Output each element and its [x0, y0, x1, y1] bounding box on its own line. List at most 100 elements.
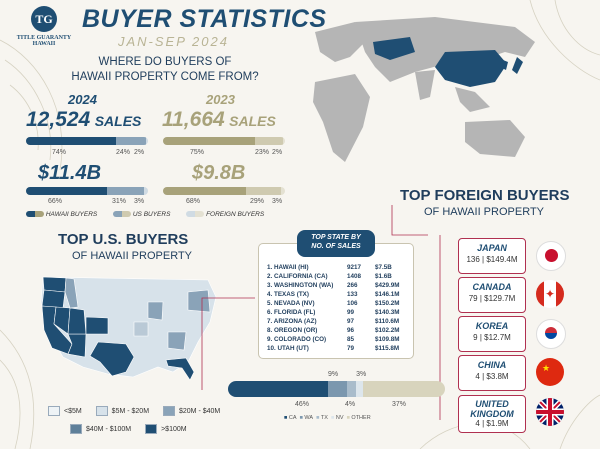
table-row: 1. HAWAII (HI) 9217 $7.5B — [267, 264, 392, 271]
logo: TG TITLE GUARANTY HAWAII — [14, 6, 74, 47]
bar-seg-hawaii — [26, 137, 117, 145]
share-pct-nv: 3% — [356, 371, 367, 378]
legend-us: US BUYERS — [132, 211, 171, 218]
share-legend-ca: CA — [288, 415, 297, 421]
japan-flag-icon — [536, 241, 566, 271]
state-fl — [165, 357, 195, 381]
legend-swatch — [162, 406, 175, 416]
bar-seg-us — [116, 137, 146, 145]
pct: 68% — [186, 198, 201, 205]
state-ut — [67, 307, 87, 335]
russia-shape — [373, 37, 415, 60]
map-legend-item: $5M - $20M — [111, 407, 150, 415]
buyer-legend: HAWAII BUYERS US BUYERS FOREIGN BUYERS — [26, 211, 264, 218]
share-seg-tx — [347, 381, 356, 397]
question-line-1: WHERE DO BUYERS OF — [98, 56, 232, 68]
share-seg-nv — [356, 381, 363, 397]
legend-swatch-hawaii — [26, 211, 44, 218]
canada-flag-icon: ✦ — [536, 280, 564, 308]
value-2023-bar — [163, 187, 285, 195]
share-pct-ca: 46% — [295, 401, 310, 408]
legend-hawaii: HAWAII BUYERS — [45, 211, 98, 218]
country-value: 136 | $149.4M — [466, 255, 518, 264]
connector-lines-us — [201, 297, 255, 390]
pct: 3% — [134, 198, 145, 205]
china-shape — [435, 50, 507, 87]
share-seg-other — [362, 381, 445, 397]
country-name: KOREA — [475, 321, 509, 331]
us-subtitle: OF HAWAII PROPERTY — [72, 250, 192, 262]
bar-seg-us — [254, 137, 283, 145]
pct: 66% — [48, 198, 63, 205]
foreign-subtitle: OF HAWAII PROPERTY — [424, 206, 544, 218]
uk-flag-icon — [536, 398, 564, 426]
question-line-2: HAWAII PROPERTY COME FROM? — [71, 71, 259, 83]
table-row: 2. CALIFORNIA (CA) 1408 $1.6B — [267, 273, 392, 280]
pct: 2% — [272, 149, 283, 156]
bar-seg-hawaii — [163, 187, 246, 195]
share-legend: ■ CA ■ WA ■ TX ■ NV ■ OTHER — [284, 415, 371, 421]
table-row: 4. TEXAS (TX) 133 $146.1M — [267, 291, 400, 298]
share-pct-wa: 9% — [328, 371, 339, 378]
country-canada: CANADA 79 | $129.7M — [458, 277, 526, 313]
page-title: BUYER STATISTICS — [82, 5, 327, 33]
china-flag-icon: ★ — [536, 358, 564, 386]
value-2024: $11.4B — [38, 162, 102, 184]
top-state-subtitle: NO. OF SALES — [311, 243, 361, 250]
pct: 24% — [116, 149, 131, 156]
legend-swatch — [70, 424, 82, 434]
bar-seg-foreign — [281, 187, 285, 195]
bar-seg-us — [106, 187, 145, 195]
table-row: 6. FLORIDA (FL) 99 $140.3M — [267, 309, 400, 316]
state-or — [41, 289, 66, 309]
sales-2023-bar — [163, 137, 285, 145]
top-state-title: TOP STATE BY — [311, 234, 361, 241]
table-row: 5. NEVADA (NV) 106 $150.2M — [267, 300, 400, 307]
bar-seg-hawaii — [26, 187, 107, 195]
legend-swatch — [48, 406, 60, 416]
country-korea: KOREA 9 | $12.7M — [458, 316, 526, 352]
map-legend-item: <$5M — [64, 407, 82, 415]
korea-flag-icon — [536, 319, 566, 349]
page-subtitle: JAN-SEP 2024 — [118, 34, 229, 49]
top-state-header: TOP STATE BY NO. OF SALES — [297, 230, 375, 257]
legend-swatch-foreign — [186, 211, 205, 218]
share-seg-ca — [228, 381, 328, 397]
country-value: 4 | $1.9M — [475, 419, 509, 428]
map-legend: <$5M $5M - $20M $20M - $40M $40M - $100M… — [48, 406, 220, 434]
us-map — [40, 276, 217, 381]
state-wa — [42, 276, 67, 293]
value-2024-bar — [26, 187, 148, 195]
share-seg-wa — [327, 381, 348, 397]
year-2023-label: 2023 — [206, 92, 235, 107]
country-name: CANADA — [472, 282, 512, 292]
country-name: UNITED KINGDOM — [470, 399, 514, 419]
pct: 31% — [112, 198, 127, 205]
table-row: 9. COLORADO (CO) 85 $109.8M — [267, 336, 400, 343]
top-state-rows: 1. HAWAII (HI) 9217 $7.5B 2. CALIFORNIA (C… — [267, 263, 409, 353]
table-row: 3. WASHINGTON (WA) 266 $429.9M — [267, 282, 400, 289]
year-2024-label: 2024 — [68, 92, 97, 107]
share-legend-wa: WA — [304, 415, 314, 421]
country-value: 79 | $129.7M — [468, 294, 516, 303]
share-legend-nv: NV — [335, 415, 344, 421]
share-legend-other: OTHER — [351, 415, 371, 421]
share-pct-tx: 4% — [345, 401, 356, 408]
foreign-title: TOP FOREIGN BUYERS — [400, 187, 570, 204]
country-china: CHINA 4 | $3.8M — [458, 355, 526, 391]
bar-seg-foreign — [282, 137, 285, 145]
country-japan: JAPAN 136 | $149.4M — [458, 238, 526, 274]
korea-shape — [502, 60, 508, 70]
table-row: 8. OREGON (OR) 96 $102.2M — [267, 327, 400, 334]
share-legend-tx: TX — [320, 415, 328, 421]
sales-2023-label: SALES — [229, 113, 276, 129]
pct: 23% — [255, 149, 270, 156]
map-legend-item: $20M - $40M — [178, 407, 221, 415]
year-2024-sales: 12,524 SALES — [26, 108, 141, 132]
sales-2024-bar — [26, 137, 148, 145]
legend-swatch — [95, 406, 108, 416]
world-map — [313, 17, 535, 162]
map-legend-item: >$100M — [161, 425, 187, 433]
state-co — [85, 316, 109, 335]
bar-seg-foreign — [144, 187, 148, 195]
